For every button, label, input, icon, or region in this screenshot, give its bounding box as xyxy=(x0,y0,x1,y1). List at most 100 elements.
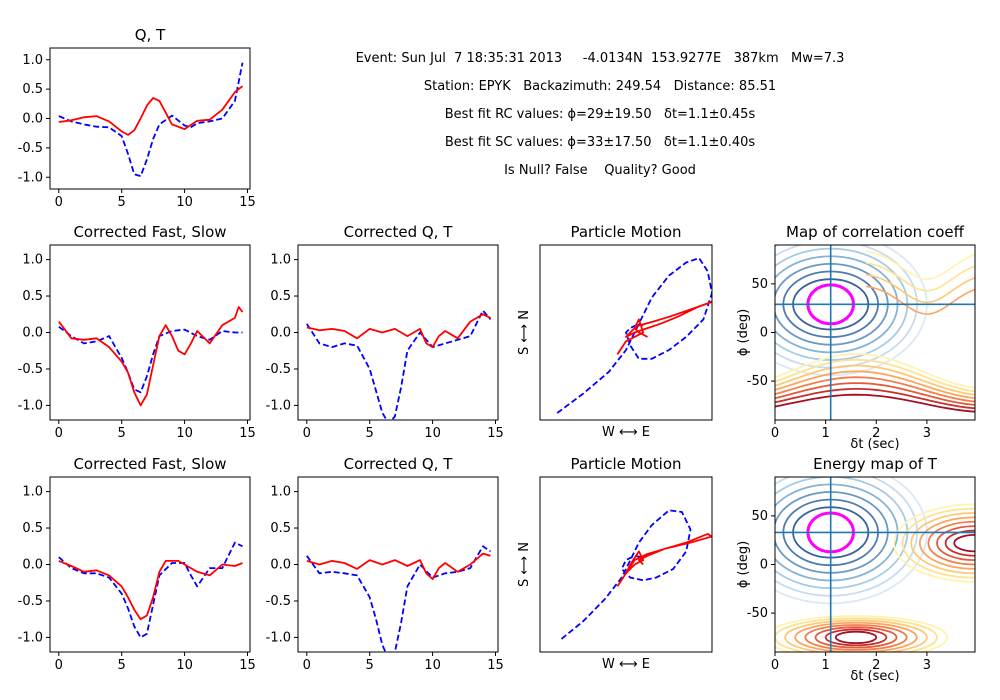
t-trace-qt xyxy=(58,85,244,136)
q-trace-qt xyxy=(58,62,244,178)
event-line: Event: Sun Jul 7 18:35:31 2013 -4.0134N … xyxy=(355,51,845,66)
panel-cmap: 0 1 2 3 50 0 -50 Map of correlation coeff δt (se… xyxy=(736,223,976,452)
contour-line xyxy=(901,507,975,579)
y-tick-label: -50 xyxy=(747,606,768,621)
x-tick-label: 15 xyxy=(239,426,256,441)
x-tick-label: 10 xyxy=(176,426,193,441)
contour-line xyxy=(944,529,975,557)
panel-title: Corrected Q, T xyxy=(344,455,454,473)
t-trace-cfs1 xyxy=(58,306,244,407)
panel-pm1: Particle Motion W ⟷ E S ⟷ N xyxy=(517,223,713,440)
panel-qt: 0 5 10 15 1.0 0.5 0.0 -0.5 -1.0 Q, T xyxy=(18,26,256,210)
contour-line xyxy=(936,525,975,562)
panel-cqt1: 0 5 10 15 1.0 0.5 0.0 -0.5 -1.0 Corrected Q, T xyxy=(266,223,504,441)
y-axis-label: S ⟷ N xyxy=(517,310,532,355)
x-tick-label: 5 xyxy=(118,426,126,441)
y-tick-label: 0.5 xyxy=(270,289,291,304)
y-tick-label: 0.0 xyxy=(270,558,291,573)
x-axis-label: W ⟷ E xyxy=(602,425,650,440)
contour-line xyxy=(775,617,938,652)
axes-frame xyxy=(539,476,713,653)
x-axis-label: W ⟷ E xyxy=(602,657,650,672)
y-tick-label: 0.5 xyxy=(22,289,43,304)
x-tick-label: 5 xyxy=(366,658,374,673)
x-tick-label: 15 xyxy=(239,195,256,210)
t-trace-pm1 xyxy=(616,300,712,355)
x-tick-label: 5 xyxy=(366,426,374,441)
contour-line xyxy=(775,364,975,396)
contour-line xyxy=(865,273,975,304)
contour-line xyxy=(865,250,975,280)
y-tick-label: 0.0 xyxy=(22,558,43,573)
y-tick-label: 1.0 xyxy=(22,53,43,68)
y-tick-label: 1.0 xyxy=(270,485,291,500)
x-tick-label: 1 xyxy=(821,426,829,441)
y-tick-label: -0.5 xyxy=(18,594,43,609)
contour-line xyxy=(814,626,898,649)
x-tick-label: 0 xyxy=(55,195,63,210)
q-trace-cqt2 xyxy=(306,545,492,652)
contour-line xyxy=(927,520,975,566)
contour-line xyxy=(775,615,949,652)
x-tick-label: 0 xyxy=(303,658,311,673)
y-tick-label: 1.0 xyxy=(270,253,291,268)
heatmap-contours xyxy=(775,477,975,652)
y-tick-label: 0.0 xyxy=(22,326,43,341)
panel-title: Particle Motion xyxy=(570,223,681,241)
panel-emap: 0 1 2 3 50 0 -50 Energy map of T δt (sec) ϕ (deg) xyxy=(736,455,976,684)
contour-line xyxy=(865,285,975,315)
x-tick-label: 10 xyxy=(176,658,193,673)
station-line: Station: EPYK Backazimuth: 249.54 Distan… xyxy=(423,79,777,94)
q-trace-pm1 xyxy=(556,257,712,414)
y-tick-label: 0 xyxy=(760,558,768,573)
panel-title: Corrected Fast, Slow xyxy=(73,455,226,473)
y-tick-label: 0.5 xyxy=(270,521,291,536)
x-axis-label: δt (sec) xyxy=(850,669,899,684)
series-group xyxy=(306,545,492,652)
t-trace-pm2 xyxy=(616,533,712,587)
panel-title: Corrected Q, T xyxy=(344,223,454,241)
axes-frame xyxy=(539,244,713,421)
contour-line xyxy=(775,393,975,413)
y-tick-label: -1.0 xyxy=(266,398,291,413)
y-tick-label: -0.5 xyxy=(18,141,43,156)
y-tick-label: 0 xyxy=(760,326,768,341)
panel-title: Particle Motion xyxy=(570,455,681,473)
x-tick-label: 10 xyxy=(424,426,441,441)
x-tick-label: 10 xyxy=(176,195,193,210)
panel-title: Map of correlation coeff xyxy=(786,223,965,241)
panel-title: Q, T xyxy=(135,26,166,44)
t-trace-cqt2 xyxy=(306,552,491,580)
x-tick-label: 0 xyxy=(771,658,779,673)
contour-line xyxy=(804,624,908,651)
panel-pm2: Particle Motion W ⟷ E S ⟷ N xyxy=(517,455,713,672)
null-quality-line: Is Null? False Quality? Good xyxy=(504,163,696,178)
y-tick-label: -1.0 xyxy=(18,398,43,413)
contour-line xyxy=(775,358,975,393)
panel-title: Corrected Fast, Slow xyxy=(73,223,226,241)
y-tick-label: -1.0 xyxy=(18,630,43,645)
y-tick-label: -1.0 xyxy=(266,630,291,645)
t-trace-cfs2 xyxy=(58,560,243,621)
contour-line xyxy=(775,387,975,410)
contour-line xyxy=(910,512,975,575)
panel-title: Energy map of T xyxy=(813,455,938,473)
y-tick-label: 0.5 xyxy=(22,82,43,97)
x-tick-label: 15 xyxy=(487,426,504,441)
series-group xyxy=(556,257,712,414)
axes-frame xyxy=(297,476,499,653)
y-axis-label: ϕ (deg) xyxy=(736,541,751,588)
y-tick-label: 0.0 xyxy=(270,326,291,341)
contour-line xyxy=(918,516,975,570)
contour-line xyxy=(893,503,975,583)
contour-line xyxy=(784,619,928,652)
y-tick-label: -50 xyxy=(747,374,768,389)
sc-values-line: Best fit SC values: ϕ=33±17.50 δt=1.1±0.… xyxy=(444,135,756,150)
axes-frame xyxy=(49,476,251,653)
x-tick-label: 1 xyxy=(821,658,829,673)
contour-line xyxy=(775,376,975,403)
contour-line xyxy=(794,621,918,652)
q-trace-cfs1 xyxy=(58,325,243,394)
y-tick-label: 50 xyxy=(751,509,768,524)
